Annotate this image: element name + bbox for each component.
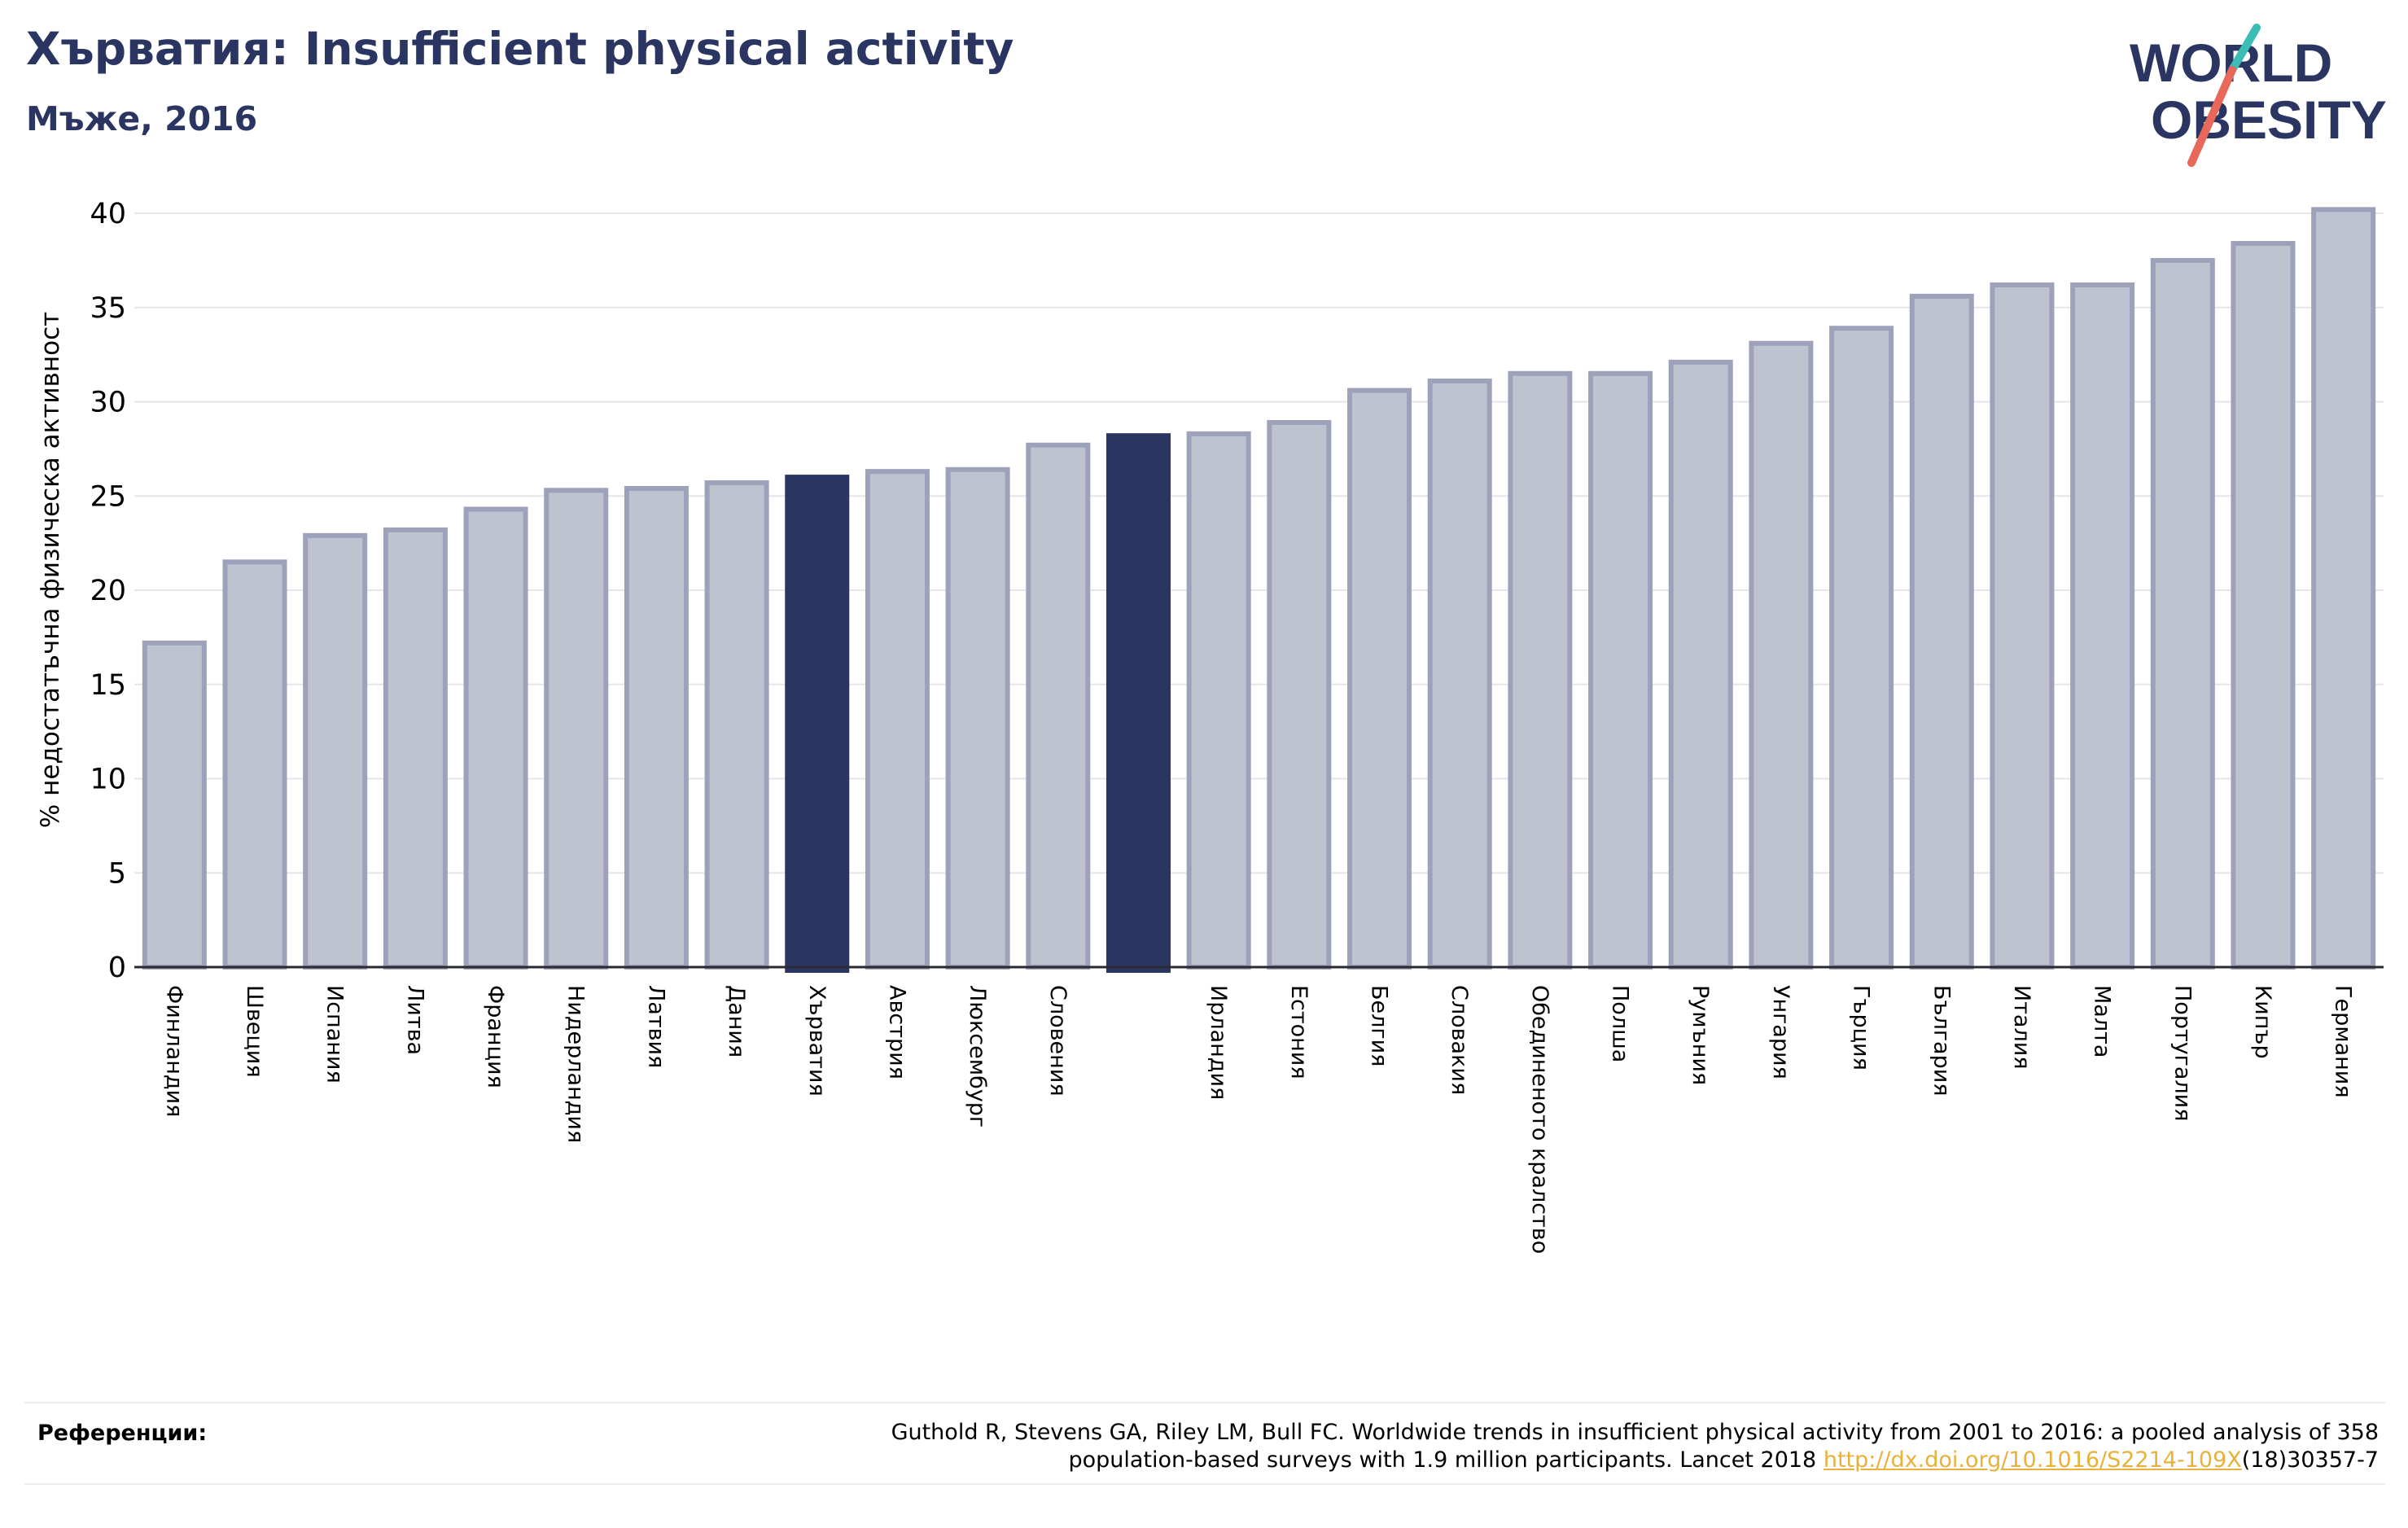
bar [1588, 370, 1653, 970]
bar [2150, 257, 2215, 970]
bar [1668, 359, 1733, 970]
bar [142, 640, 207, 970]
bar-highlighted [785, 475, 850, 973]
references-text: Guthold R, Stevens GA, Riley LM, Bull FC… [588, 1419, 2379, 1474]
bar [624, 485, 689, 970]
x-tick-label: Италия [2009, 985, 2034, 1070]
y-tick-label: 40 [90, 198, 126, 230]
x-tick-label: Ирландия [1206, 985, 1231, 1100]
references-top-rule [24, 1402, 2385, 1403]
bar [463, 506, 528, 970]
axes: 0 5 10 15 20 25 30 35 40 Финландия Швеция Испания Ли… [90, 198, 2384, 1254]
x-tick-label: Швеция [242, 985, 267, 1078]
x-tick-label: Люксембург [965, 985, 990, 1127]
bar [1829, 326, 1894, 970]
x-tick-label: Словения [1045, 985, 1070, 1097]
chart-title: Хърватия: Insufficient physical activity [26, 23, 1014, 75]
bar [1186, 431, 1251, 970]
logo-word-world: WORLD [2130, 33, 2332, 93]
x-tick-label: Литва [402, 985, 427, 1055]
bar [865, 469, 930, 970]
references-label: Референции: [37, 1421, 208, 1446]
x-tick-label: Португалия [2169, 985, 2195, 1121]
bar-chart: 0 5 10 15 20 25 30 35 40 Финландия Швеция Испания Ли… [36, 198, 2384, 1254]
bar [2311, 207, 2376, 970]
y-axis-label: % недостатъчна физическа активност [36, 312, 65, 828]
bar [544, 488, 609, 970]
x-tick-label: Румъния [1688, 985, 1713, 1085]
references-bottom-rule [24, 1483, 2385, 1485]
x-tick-label: Словакия [1447, 985, 1472, 1095]
x-tick-label: Малта [2090, 985, 2115, 1057]
bar [1347, 387, 1412, 970]
x-tick-label: Австрия [884, 985, 909, 1079]
x-tick-label: Германия [2331, 985, 2356, 1098]
x-tick-label: Естония [1286, 985, 1311, 1079]
y-tick-label: 20 [90, 575, 126, 607]
bar [1427, 379, 1492, 970]
x-tick-label: Белгия [1367, 985, 1392, 1066]
bar-highlighted [1105, 433, 1171, 973]
x-tick-label: Нидерландия [563, 985, 589, 1143]
logo-word-obesity: OBESITY [2151, 90, 2387, 150]
x-tick-label: Латвия [643, 985, 668, 1068]
bar [1026, 442, 1091, 970]
bar [1267, 419, 1332, 970]
x-tick-label: Обединеното кралство [1527, 985, 1552, 1254]
y-tick-label: 10 [90, 764, 126, 796]
logo-slash-teal [2228, 24, 2261, 74]
x-tick-label: Франция [483, 985, 508, 1088]
x-tick-label: Финландия [161, 985, 186, 1117]
x-tick-label: Дания [724, 985, 749, 1057]
bar [1508, 370, 1573, 970]
x-tick-label: Испания [322, 985, 348, 1084]
x-tick-label: Полша [1608, 985, 1633, 1062]
y-tick-label: 25 [90, 480, 126, 513]
bar [1749, 340, 1814, 970]
logo-slash-coral [2187, 66, 2236, 167]
x-tick-label: Гърция [1849, 985, 1874, 1070]
x-tick-label: Кипър [2250, 985, 2275, 1059]
chart-subtitle: Мъже, 2016 [26, 99, 258, 138]
bar [222, 559, 287, 970]
world-obesity-logo: WORLD OBESITY [2130, 24, 2387, 167]
bar [945, 466, 1010, 970]
x-tick-label: Хърватия [804, 985, 830, 1097]
references-line-2-text: population-based surveys with 1.9 millio… [1068, 1447, 1824, 1473]
y-tick-label: 35 [90, 292, 126, 325]
x-tick-label: България [1929, 985, 1954, 1097]
bar [383, 527, 448, 970]
bar [1990, 282, 2055, 970]
x-tick-label: Унгария [1768, 985, 1793, 1079]
references-line-2-suffix: (18)30357-7 [2241, 1447, 2379, 1473]
references-doi-link[interactable]: http://dx.doi.org/10.1016/S2214-109X [1823, 1447, 2242, 1473]
bar [1909, 293, 1974, 970]
bar [704, 480, 769, 970]
y-tick-label: 15 [90, 669, 126, 702]
references-line-2: population-based surveys with 1.9 millio… [588, 1447, 2379, 1474]
bar [303, 532, 368, 970]
bars [142, 207, 2376, 973]
bar [2231, 241, 2296, 970]
references-line-1: Guthold R, Stevens GA, Riley LM, Bull FC… [891, 1420, 2379, 1445]
y-tick-label: 0 [108, 952, 126, 984]
y-tick-label: 30 [90, 387, 126, 419]
y-tick-label: 5 [108, 857, 126, 890]
bar [2070, 282, 2135, 970]
